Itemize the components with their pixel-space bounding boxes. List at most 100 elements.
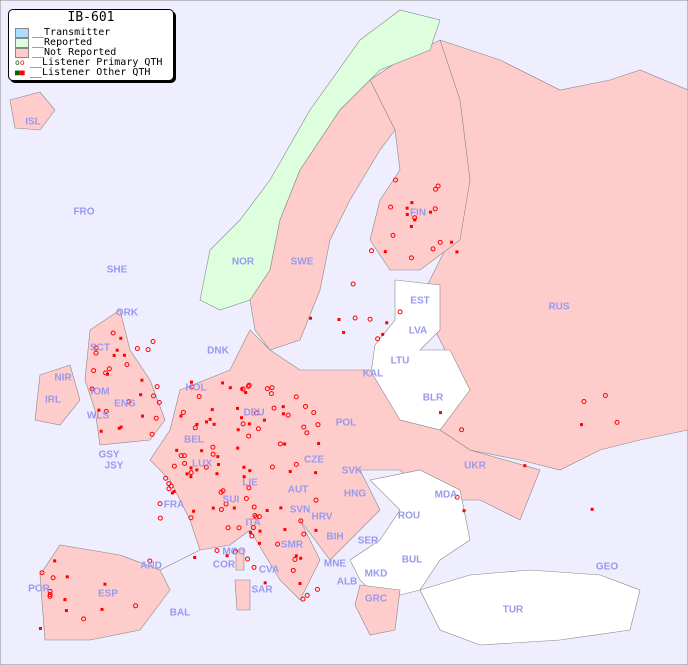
country-label-hng: HNG (343, 488, 367, 500)
legend-label: __Listener Other QTH (30, 67, 151, 78)
listener-other-marker (248, 469, 252, 473)
country-label-irl: IRL (44, 394, 62, 406)
region-turkey (419, 569, 641, 646)
listener-primary-marker (264, 386, 270, 392)
listener-other-marker (248, 531, 252, 535)
country-label-aut: AUT (287, 484, 309, 496)
legend-item-transmitter: __Transmitter (9, 28, 173, 38)
listener-primary-marker (246, 433, 252, 439)
listener-other-marker (119, 425, 123, 429)
listener-primary-marker (437, 239, 443, 245)
listener-other-marker (65, 575, 69, 579)
listener-primary-marker (91, 368, 97, 374)
listener-primary-marker (292, 556, 298, 562)
listener-primary-marker (149, 431, 155, 437)
country-label-hrv: HRV (311, 511, 333, 523)
listener-other-marker (195, 422, 199, 426)
listener-other-marker (337, 317, 341, 321)
listener-other-marker (211, 506, 215, 510)
listener-primary-marker (311, 409, 317, 415)
country-label-bih: BIH (326, 531, 344, 543)
country-label-fin: FIN (409, 207, 427, 219)
listener-other-marker (462, 509, 466, 513)
listener-primary-marker (269, 464, 275, 470)
listener-other-marker (189, 466, 193, 470)
country-label-and: AND (140, 560, 162, 572)
legend-label: __Reported (32, 37, 93, 48)
listener-primary-marker (154, 384, 160, 390)
country-label-svn: SVN (289, 504, 311, 516)
country-label-ukr: UKR (464, 460, 486, 472)
region-sweden (249, 79, 396, 351)
listener-markers (38, 177, 620, 630)
listener-other-marker (342, 330, 346, 334)
listener-other-marker (185, 472, 189, 476)
country-label-mkd: MKD (364, 568, 388, 580)
listener-other-marker (279, 506, 283, 510)
listener-other-marker (200, 449, 204, 453)
country-label-mco: MCO (222, 546, 246, 558)
listener-other-marker (228, 386, 232, 390)
country-label-mne: MNE (323, 558, 347, 570)
country-label-grc: GRC (364, 593, 388, 605)
listener-primary-marker (210, 451, 216, 457)
listener-primary-marker (157, 501, 163, 507)
country-label-dnk: DNK (207, 345, 229, 357)
listener-primary-marker (124, 362, 130, 368)
listener-primary-marker (268, 391, 274, 397)
country-label-bal: BAL (169, 607, 191, 619)
listener-primary-marker (249, 533, 255, 539)
country-label-ork: ORK (115, 307, 139, 319)
listener-primary-marker (581, 398, 587, 404)
listener-primary-marker (157, 515, 163, 521)
listener-other-marker (216, 455, 220, 459)
listener-primary-marker (196, 393, 202, 399)
listener-primary-marker (134, 346, 140, 352)
country-label-svk: SVK (341, 465, 363, 477)
listener-primary-marker (369, 248, 375, 254)
listener-other-marker (103, 582, 107, 586)
listener-other-marker (410, 201, 414, 205)
legend-label: __Transmitter (32, 27, 111, 38)
listener-other-marker (385, 321, 389, 325)
region-finland (369, 39, 471, 271)
listener-other-marker (309, 316, 313, 320)
listener-other-marker (590, 507, 594, 511)
listener-primary-marker (293, 394, 299, 400)
listener-other-marker (244, 391, 248, 395)
region-corsica (235, 549, 245, 571)
listener-primary-marker (255, 426, 261, 432)
listener-primary-marker (245, 556, 251, 562)
country-label-cor: COR (212, 559, 236, 571)
listener-other-marker (193, 556, 197, 560)
listener-primary-marker (218, 506, 224, 512)
listener-primary-marker (151, 393, 157, 399)
legend-item-primary-qth: oo __Listener Primary QTH (9, 58, 173, 68)
listener-primary-marker (300, 596, 306, 602)
listener-primary-marker (156, 399, 162, 405)
country-label-ita: ITA (245, 517, 261, 529)
legend-title: IB-601 (67, 10, 115, 25)
listener-other-marker (283, 528, 287, 532)
listener-other-marker (208, 417, 212, 421)
listener-other-marker (450, 240, 454, 244)
country-label-fro: FRO (73, 206, 95, 218)
circle-marker-icon: oo (15, 58, 25, 67)
listener-primary-marker (210, 444, 216, 450)
region-balkans-white (349, 469, 471, 601)
country-label-eng: ENG (114, 398, 136, 410)
listener-other-marker (257, 541, 261, 545)
listener-other-marker (175, 448, 179, 452)
listener-primary-marker (153, 415, 159, 421)
listener-primary-marker (236, 525, 242, 531)
listener-other-marker (283, 442, 287, 446)
listener-primary-marker (163, 475, 169, 481)
listener-primary-marker (454, 494, 460, 500)
country-label-pol: POL (335, 417, 357, 429)
listener-primary-marker (275, 541, 281, 547)
listener-other-marker (99, 429, 103, 433)
listener-other-marker (265, 508, 269, 512)
listener-other-marker (247, 422, 251, 426)
country-label-lva: LVA (408, 325, 428, 337)
